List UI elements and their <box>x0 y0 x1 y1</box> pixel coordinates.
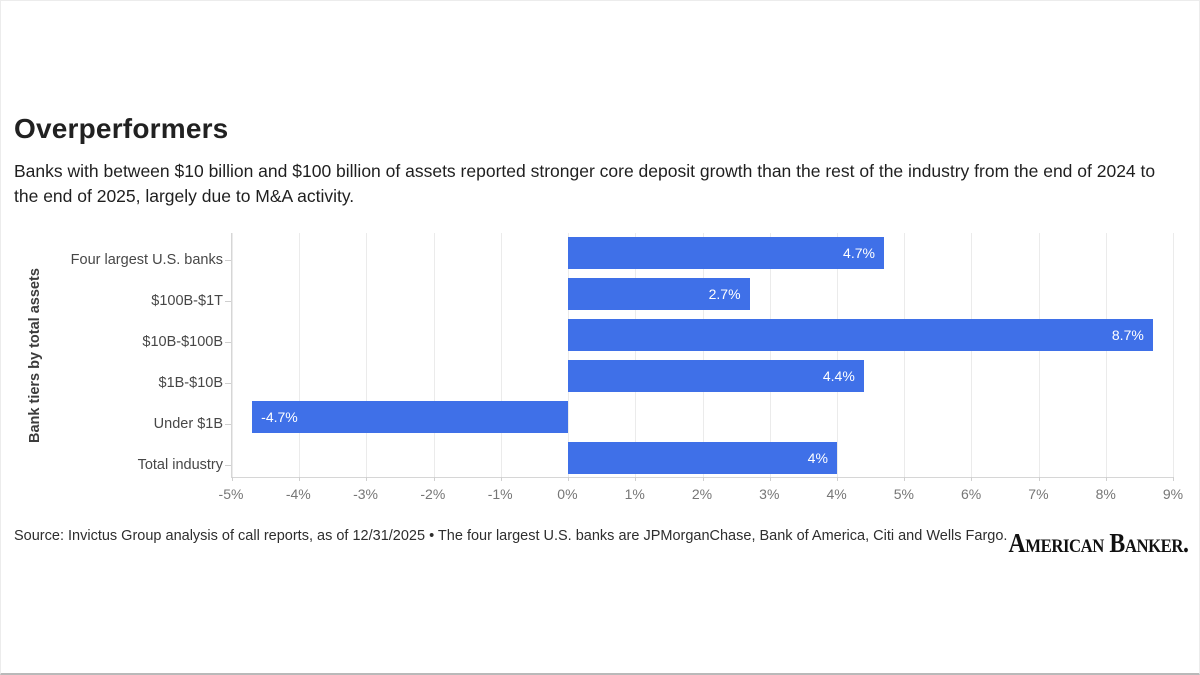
category-axis: Four largest U.S. banks $100B-$1T $10B-$10… <box>1 233 231 478</box>
x-tick-label: 0% <box>557 486 578 502</box>
gridline <box>366 233 368 477</box>
x-tick-label: 4% <box>826 486 847 502</box>
x-tick-mark <box>971 477 973 481</box>
american-banker-logo: American Banker. <box>1009 528 1189 558</box>
x-tick-mark <box>299 477 301 481</box>
category-tick-mark <box>225 382 231 384</box>
x-tick-label: 9% <box>1162 486 1184 502</box>
bar-4: 4.4% <box>568 359 864 392</box>
x-tick-label: 1% <box>624 486 645 502</box>
gridline <box>299 233 301 477</box>
x-tick-label: 6% <box>961 486 982 502</box>
gridline <box>500 233 502 477</box>
x-tick-label: 2% <box>691 486 713 502</box>
x-tick-mark <box>1105 477 1107 481</box>
x-tick-label: -5% <box>218 486 244 502</box>
x-tick-mark <box>500 477 502 481</box>
x-tick-label: -1% <box>487 486 513 502</box>
bar-value-label: -4.7% <box>261 408 298 425</box>
gridline <box>1105 233 1107 477</box>
x-tick-mark <box>366 477 368 481</box>
category-tick-mark <box>225 464 231 466</box>
x-tick-mark <box>836 477 838 481</box>
category-label: Four largest U.S. banks <box>70 252 223 269</box>
x-tick-mark <box>904 477 906 481</box>
x-tick-mark <box>232 477 233 481</box>
x-tick-mark <box>433 477 435 481</box>
category-label: $1B-$10B <box>158 374 224 391</box>
gridline <box>971 233 973 477</box>
gridline <box>232 233 233 477</box>
source-note: Source: Invictus Group analysis of call … <box>14 528 1008 544</box>
bar-value-label: 2.7% <box>708 286 741 303</box>
gridline <box>904 233 906 477</box>
bar-value-label: 4.4% <box>822 367 855 384</box>
x-tick-mark <box>702 477 704 481</box>
x-tick-mark <box>635 477 637 481</box>
category-tick-mark <box>225 423 231 425</box>
x-tick-mark <box>1038 477 1040 481</box>
gridline <box>1038 233 1040 477</box>
bar-1: 4.7% <box>568 237 884 270</box>
category-label: Total industry <box>137 456 223 473</box>
category-tick-mark <box>225 260 231 262</box>
bar-3: 8.7% <box>568 319 1153 352</box>
x-tick-mark <box>1173 477 1174 481</box>
bar-5: -4.7% <box>252 400 569 433</box>
gridline <box>836 233 838 477</box>
plot-area: 4.7% 2.7% 8.7% 4.4% -4.7% 4% <box>231 233 1174 481</box>
page-title: Overperformers <box>14 113 229 144</box>
category-tick-mark <box>225 342 231 344</box>
gridline <box>635 233 637 477</box>
x-tick-label: -2% <box>420 486 446 502</box>
category-tick-mark <box>225 301 231 303</box>
bar-value-label: 8.7% <box>1111 327 1144 344</box>
x-tick-mark <box>568 477 570 481</box>
x-tick-mark <box>769 477 771 481</box>
chart-subtitle: Banks with between $10 billion and $100 … <box>14 161 1156 206</box>
category-label: $100B-$1T <box>151 293 223 310</box>
x-tick-label: 8% <box>1095 486 1116 502</box>
category-label: $10B-$100B <box>142 334 223 351</box>
bar-value-label: 4.7% <box>843 245 875 262</box>
bar-2: 2.7% <box>568 278 750 311</box>
category-label: Under $1B <box>153 415 223 432</box>
bar-6: 4% <box>568 441 837 474</box>
bar-chart: Bank tiers by total assets Four largest … <box>1 226 1200 521</box>
gridline <box>1173 233 1174 477</box>
x-tick-label: 5% <box>893 486 914 502</box>
gridline <box>702 233 704 477</box>
x-tick-label: -3% <box>353 486 379 502</box>
x-tick-label: 3% <box>759 486 780 502</box>
gridline <box>433 233 435 477</box>
x-axis-labels: -5% -4% -3% -2% -1% 0% 1% 2% 3% 4% 5% 6% 7% 8% 9% <box>219 486 1184 506</box>
bar-value-label: 4% <box>807 449 828 466</box>
x-tick-label: 7% <box>1028 486 1049 502</box>
gridline <box>568 233 570 477</box>
x-tick-label: -4% <box>285 486 311 502</box>
gridline <box>769 233 771 477</box>
